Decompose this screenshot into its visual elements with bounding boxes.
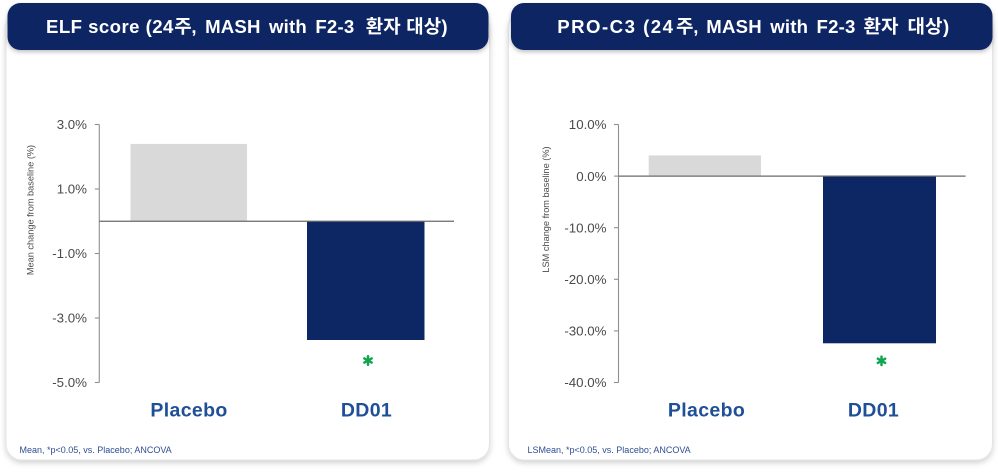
svg-text:Placebo: Placebo [668,400,745,422]
svg-text:DD01: DD01 [848,400,899,422]
svg-text:,: , [191,16,196,37]
svg-text:LSMean, *p<0.05, vs. Placebo;: LSMean, *p<0.05, vs. Placebo; ANCOVA [528,445,691,455]
svg-text:,: , [693,16,698,37]
svg-text:-5.0%: -5.0% [52,375,87,390]
svg-text:Placebo: Placebo [150,400,227,422]
svg-text:PRO-C3 (24: PRO-C3 (24 [557,16,674,37]
svg-text:LSM change from baseline (%): LSM change from baseline (%) [541,146,551,272]
svg-text:): ) [943,16,949,37]
svg-text:Mean change from baseline (%): Mean change from baseline (%) [26,145,36,275]
svg-text:1.0%: 1.0% [57,182,87,197]
svg-text:MASH with F2-3: MASH with F2-3 [205,16,354,37]
svg-text:3.0%: 3.0% [57,117,87,132]
svg-text:Mean, *p<0.05, vs. Placebo; AN: Mean, *p<0.05, vs. Placebo; ANCOVA [20,445,172,455]
svg-text:): ) [441,16,447,37]
svg-text:MASH with F2-3: MASH with F2-3 [706,16,855,37]
svg-text:0.0%: 0.0% [576,169,606,184]
svg-text:-1.0%: -1.0% [52,246,87,261]
svg-text:-3.0%: -3.0% [52,311,87,326]
svg-text:10.0%: 10.0% [569,117,607,132]
svg-text:-30.0%: -30.0% [564,324,606,339]
svg-text:DD01: DD01 [341,400,392,422]
svg-text:-20.0%: -20.0% [564,272,606,287]
svg-text:-10.0%: -10.0% [564,220,606,235]
svg-text:ELF score (24: ELF score (24 [46,16,174,37]
svg-text:-40.0%: -40.0% [564,375,606,390]
